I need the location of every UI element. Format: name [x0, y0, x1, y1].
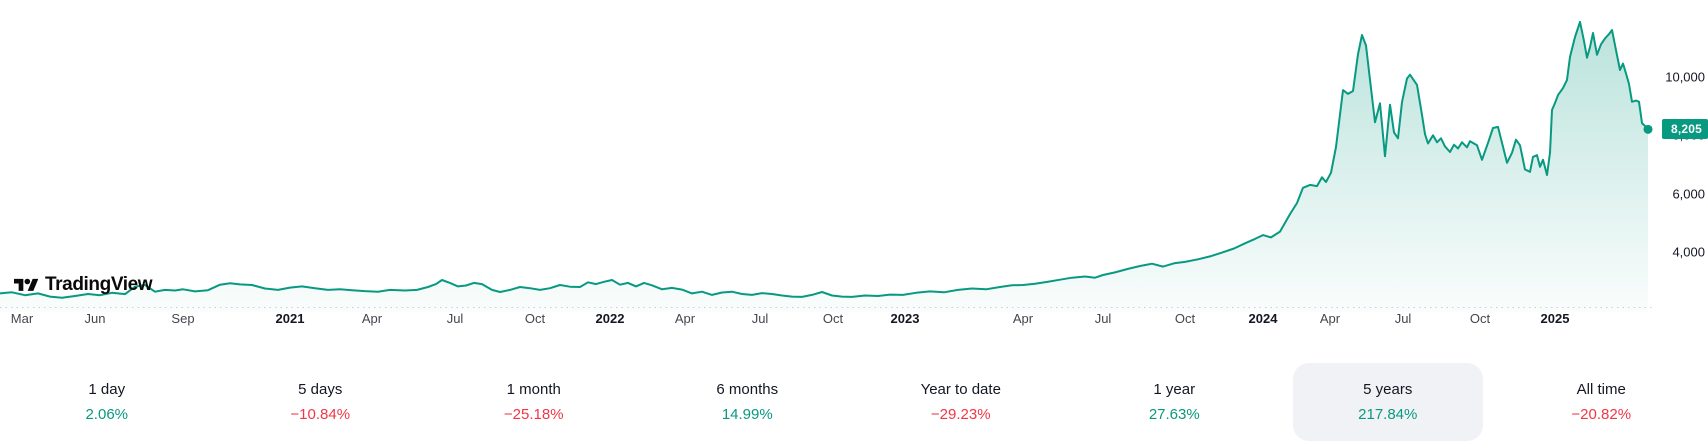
- x-axis-label-2021: 2021: [275, 311, 305, 326]
- x-axis-label-jul: Jul: [751, 311, 769, 326]
- y-axis-label-4000: 4,000: [1672, 244, 1705, 260]
- period-button-5-years[interactable]: 5 years 217.84%: [1293, 363, 1483, 441]
- period-change: −10.84%: [290, 406, 351, 423]
- x-axis-label-oct: Oct: [524, 311, 546, 326]
- x-axis-label-oct: Oct: [1174, 311, 1196, 326]
- period-button-1-month[interactable]: 1 month −25.18%: [439, 363, 629, 441]
- period-button-all-time[interactable]: All time −20.82%: [1507, 363, 1697, 441]
- x-axis-label-jun: Jun: [84, 311, 106, 326]
- price-line: [0, 20, 1649, 299]
- period-button-1-day[interactable]: 1 day 2.06%: [12, 363, 202, 441]
- x-axis-label-mar: Mar: [10, 311, 34, 326]
- price-area-fill: [0, 21, 1648, 313]
- x-axis-label-apr: Apr: [674, 311, 696, 326]
- period-change: 14.99%: [721, 406, 773, 423]
- x-axis-label-sep: Sep: [171, 311, 195, 326]
- period-change: −29.23%: [930, 406, 991, 423]
- period-label: 6 months: [716, 381, 779, 398]
- x-axis-label-2023: 2023: [890, 311, 920, 326]
- period-button-5-days[interactable]: 5 days −10.84%: [226, 363, 416, 441]
- period-label: 1 month: [506, 381, 561, 398]
- x-axis-label-apr: Apr: [361, 311, 383, 326]
- x-axis-label-apr: Apr: [1319, 311, 1341, 326]
- period-change: 2.06%: [85, 406, 129, 423]
- x-axis-label-2022: 2022: [595, 311, 625, 326]
- x-axis-label-oct: Oct: [1469, 311, 1491, 326]
- x-axis-label-jul: Jul: [446, 311, 464, 326]
- current-price-badge: 8,205: [1661, 119, 1708, 140]
- price-chart[interactable]: [0, 0, 1708, 332]
- period-label: Year to date: [920, 381, 1001, 398]
- y-axis-label-6000: 6,000: [1672, 186, 1705, 202]
- period-change: −25.18%: [503, 406, 564, 423]
- x-axis-label-jul: Jul: [1094, 311, 1112, 326]
- period-change: 27.63%: [1148, 406, 1200, 423]
- current-price-value: 8,205: [1670, 122, 1702, 137]
- x-axis-label-oct: Oct: [822, 311, 844, 326]
- period-change: 217.84%: [1358, 406, 1418, 423]
- period-button-year-to-date[interactable]: Year to date −29.23%: [866, 363, 1056, 441]
- x-axis-label-2025: 2025: [1540, 311, 1570, 326]
- period-selector: 1 day 2.06% 5 days −10.84% 1 month −25.18% 6 m…: [0, 332, 1708, 447]
- period-label: 1 day: [88, 381, 126, 398]
- period-label: 5 years: [1363, 381, 1413, 398]
- x-axis-label-2024: 2024: [1248, 311, 1278, 326]
- x-axis-label-apr: Apr: [1012, 311, 1034, 326]
- last-price-dot: [1643, 124, 1653, 134]
- period-label: All time: [1576, 381, 1626, 398]
- tradingview-logo-icon: [14, 276, 38, 295]
- x-axis-label-jul: Jul: [1394, 311, 1412, 326]
- tradingview-logo[interactable]: TradingView: [14, 274, 153, 296]
- period-button-6-months[interactable]: 6 months 14.99%: [653, 363, 843, 441]
- period-label: 1 year: [1153, 381, 1196, 398]
- tradingview-logo-text: TradingView: [45, 274, 153, 295]
- period-label: 5 days: [298, 381, 343, 398]
- y-axis-label-10000: 10,000: [1665, 69, 1705, 85]
- period-button-1-year[interactable]: 1 year 27.63%: [1080, 363, 1270, 441]
- period-change: −20.82%: [1571, 406, 1632, 423]
